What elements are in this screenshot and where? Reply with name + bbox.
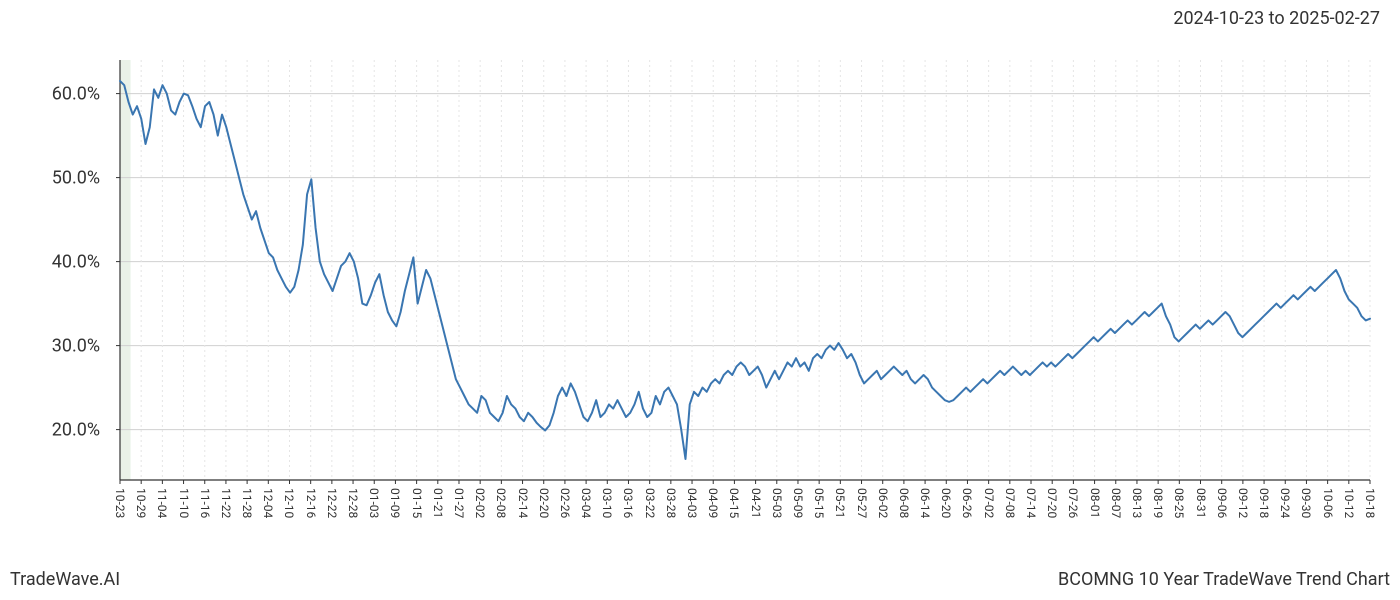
x-tick-label: 05-03 xyxy=(770,488,784,518)
x-tick-label: 04-15 xyxy=(727,488,741,518)
x-tick-label: 02-20 xyxy=(537,488,551,518)
x-tick-label: 09-30 xyxy=(1299,488,1313,518)
x-tick-label: 02-02 xyxy=(473,488,487,518)
chart-area xyxy=(120,60,1370,480)
y-tick-label: 50.0% xyxy=(52,167,100,188)
y-tick-label: 60.0% xyxy=(52,83,100,104)
x-tick-label: 01-09 xyxy=(388,488,402,518)
x-tick-label: 08-07 xyxy=(1109,488,1123,518)
x-tick-label: 12-22 xyxy=(325,488,339,518)
x-tick-label: 11-22 xyxy=(219,488,233,518)
x-tick-label: 08-01 xyxy=(1088,488,1102,518)
x-tick-label: 02-26 xyxy=(558,488,572,518)
x-axis: 10-2310-2911-0411-1011-1611-2211-2812-04… xyxy=(120,485,1370,565)
x-tick-label: 11-04 xyxy=(155,488,169,518)
x-tick-label: 09-18 xyxy=(1257,488,1271,518)
x-tick-label: 11-28 xyxy=(240,488,254,518)
x-tick-label: 08-31 xyxy=(1194,488,1208,518)
x-tick-label: 11-16 xyxy=(198,488,212,518)
x-tick-label: 12-10 xyxy=(282,488,296,518)
x-tick-label: 01-15 xyxy=(410,488,424,518)
x-tick-label: 02-14 xyxy=(516,488,530,518)
x-tick-label: 07-02 xyxy=(982,488,996,518)
y-tick-label: 30.0% xyxy=(52,335,100,356)
x-tick-label: 06-14 xyxy=(918,488,932,518)
x-tick-label: 06-26 xyxy=(960,488,974,518)
x-tick-label: 03-28 xyxy=(664,488,678,518)
x-tick-label: 12-04 xyxy=(261,488,275,518)
x-tick-label: 01-27 xyxy=(452,488,466,518)
x-tick-label: 08-19 xyxy=(1151,488,1165,518)
x-tick-label: 06-08 xyxy=(897,488,911,518)
x-tick-label: 05-27 xyxy=(855,488,869,518)
x-tick-label: 07-26 xyxy=(1066,488,1080,518)
x-tick-label: 04-21 xyxy=(749,488,763,518)
x-tick-label: 08-13 xyxy=(1130,488,1144,518)
x-tick-label: 03-22 xyxy=(643,488,657,518)
x-tick-label: 10-12 xyxy=(1342,488,1356,518)
x-tick-label: 09-24 xyxy=(1278,488,1292,518)
x-tick-label: 10-06 xyxy=(1321,488,1335,518)
x-tick-label: 10-18 xyxy=(1363,488,1377,518)
footer-brand: TradeWave.AI xyxy=(10,569,120,590)
x-tick-label: 03-16 xyxy=(621,488,635,518)
x-tick-label: 05-21 xyxy=(833,488,847,518)
x-tick-label: 04-03 xyxy=(685,488,699,518)
y-axis: 20.0% 30.0% 40.0% 50.0% 60.0% xyxy=(0,60,110,480)
date-range-label: 2024-10-23 to 2025-02-27 xyxy=(1173,8,1380,29)
y-tick-label: 40.0% xyxy=(52,251,100,272)
x-tick-label: 07-14 xyxy=(1024,488,1038,518)
x-tick-label: 01-21 xyxy=(431,488,445,518)
x-tick-label: 09-06 xyxy=(1215,488,1229,518)
x-tick-label: 06-02 xyxy=(876,488,890,518)
x-tick-label: 05-15 xyxy=(812,488,826,518)
x-tick-label: 03-04 xyxy=(579,488,593,518)
x-tick-label: 07-08 xyxy=(1003,488,1017,518)
chart-title: BCOMNG 10 Year TradeWave Trend Chart xyxy=(1058,569,1390,590)
x-tick-label: 02-08 xyxy=(494,488,508,518)
x-tick-label: 11-10 xyxy=(177,488,191,518)
x-tick-label: 03-10 xyxy=(600,488,614,518)
x-tick-label: 08-25 xyxy=(1172,488,1186,518)
x-tick-label: 10-29 xyxy=(134,488,148,518)
x-tick-label: 05-09 xyxy=(791,488,805,518)
x-tick-label: 07-20 xyxy=(1045,488,1059,518)
x-tick-label: 12-28 xyxy=(346,488,360,518)
x-tick-label: 09-12 xyxy=(1236,488,1250,518)
x-tick-label: 04-09 xyxy=(706,488,720,518)
y-tick-label: 20.0% xyxy=(52,419,100,440)
x-tick-label: 10-23 xyxy=(113,488,127,518)
line-chart xyxy=(120,60,1370,480)
x-tick-label: 12-16 xyxy=(304,488,318,518)
x-tick-label: 06-20 xyxy=(939,488,953,518)
x-tick-label: 01-03 xyxy=(367,488,381,518)
